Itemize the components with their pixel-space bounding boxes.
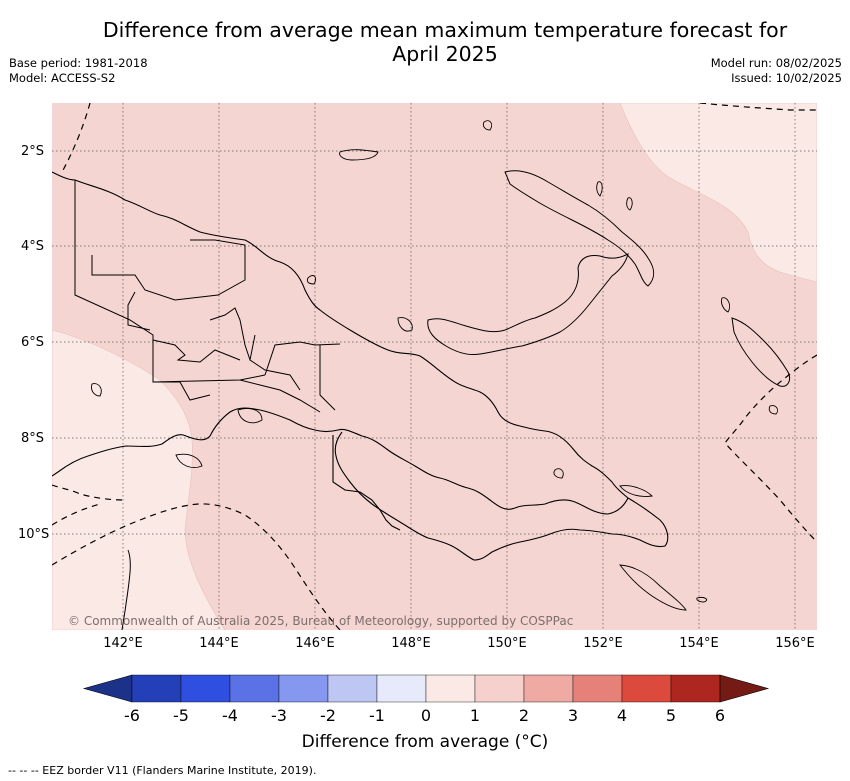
colorbar-tick-label: 6 (714, 706, 726, 725)
colorbar-extend-low (82, 674, 133, 703)
colorbar-segment (474, 674, 525, 703)
title-line-1: Difference from average mean maximum tem… (102, 18, 788, 42)
colorbar-segment (670, 674, 721, 703)
colorbar-tick-label: 5 (665, 706, 677, 725)
colorbar-tick-label: 1 (469, 706, 481, 725)
colorbar-tick-label: 3 (567, 706, 579, 725)
lat-label-6s: 6°S (20, 335, 44, 350)
colorbar-tick-label: -2 (320, 706, 336, 725)
colorbar-tick-label: -6 (124, 706, 140, 725)
bougainville-coast (731, 317, 791, 387)
lon-label-148e: 148°E (391, 636, 431, 651)
meta-left: Base period: 1981-2018 Model: ACCESS-S2 (9, 56, 148, 86)
colorbar-segment (131, 674, 182, 703)
lat-label-2s: 2°S (20, 144, 44, 159)
colorbar-segment (180, 674, 231, 703)
eez-legend: -- -- -- EEZ border V11 (Flanders Marine… (8, 764, 317, 777)
model-name: Model: ACCESS-S2 (9, 71, 116, 85)
colorbar-segment (327, 674, 378, 703)
meta-right: Model run: 08/02/2025 Issued: 10/02/2025 (711, 56, 842, 86)
lon-label-156e: 156°E (775, 636, 815, 651)
colorbar-segment (229, 674, 280, 703)
colorbar-segment (572, 674, 623, 703)
lat-label-10s: 10°S (18, 527, 50, 542)
indonesia-png-border (332, 435, 401, 531)
lon-label-152e: 152°E (583, 636, 623, 651)
province-borders (74, 180, 341, 413)
colorbar-tick-label: 4 (616, 706, 628, 725)
lon-label-154e: 154°E (679, 636, 719, 651)
colorbar-tick-label: -4 (222, 706, 238, 725)
colorbar-segment (621, 674, 672, 703)
new-guinea-coastline (52, 171, 629, 515)
graticule (52, 103, 817, 630)
lon-label-144e: 144°E (199, 636, 239, 651)
model-run: Model run: 08/02/2025 (710, 56, 842, 70)
lat-label-8s: 8°S (20, 431, 44, 446)
colorbar-tick-label: 2 (518, 706, 530, 725)
copyright-notice: © Commonwealth of Australia 2025, Bureau… (68, 614, 574, 628)
lon-label-150e: 150°E (487, 636, 527, 651)
lon-label-146e: 146°E (295, 636, 335, 651)
colorbar-extend-high (719, 674, 770, 703)
new-britain-coast (427, 253, 629, 355)
anomaly-band-0-1-ne (619, 103, 817, 283)
lon-label-142e: 142°E (103, 636, 143, 651)
colorbar-segment (376, 674, 427, 703)
base-period: Base period: 1981-2018 (9, 56, 148, 70)
colorbar-segment (425, 674, 476, 703)
cape-york-coast (121, 549, 131, 630)
papuan-peninsula-coast (334, 431, 669, 561)
eez-borders (52, 103, 817, 630)
colorbar-tick-label: 0 (420, 706, 432, 725)
colorbar-segment (278, 674, 329, 703)
anomaly-band-0-1-sw (52, 329, 226, 630)
issued-date: Issued: 10/02/2025 (731, 71, 842, 85)
new-ireland-coast (504, 170, 655, 287)
colorbar-segment (523, 674, 574, 703)
title-line-2: April 2025 (392, 42, 498, 66)
colorbar-title: Difference from average (°C) (301, 732, 549, 752)
map-title: Difference from average mean maximum tem… (90, 18, 800, 66)
islands (91, 120, 779, 611)
colorbar-tick-label: -1 (369, 706, 385, 725)
colorbar-tick-label: -5 (173, 706, 189, 725)
lat-label-4s: 4°S (20, 239, 44, 254)
colorbar-tick-label: -3 (271, 706, 287, 725)
